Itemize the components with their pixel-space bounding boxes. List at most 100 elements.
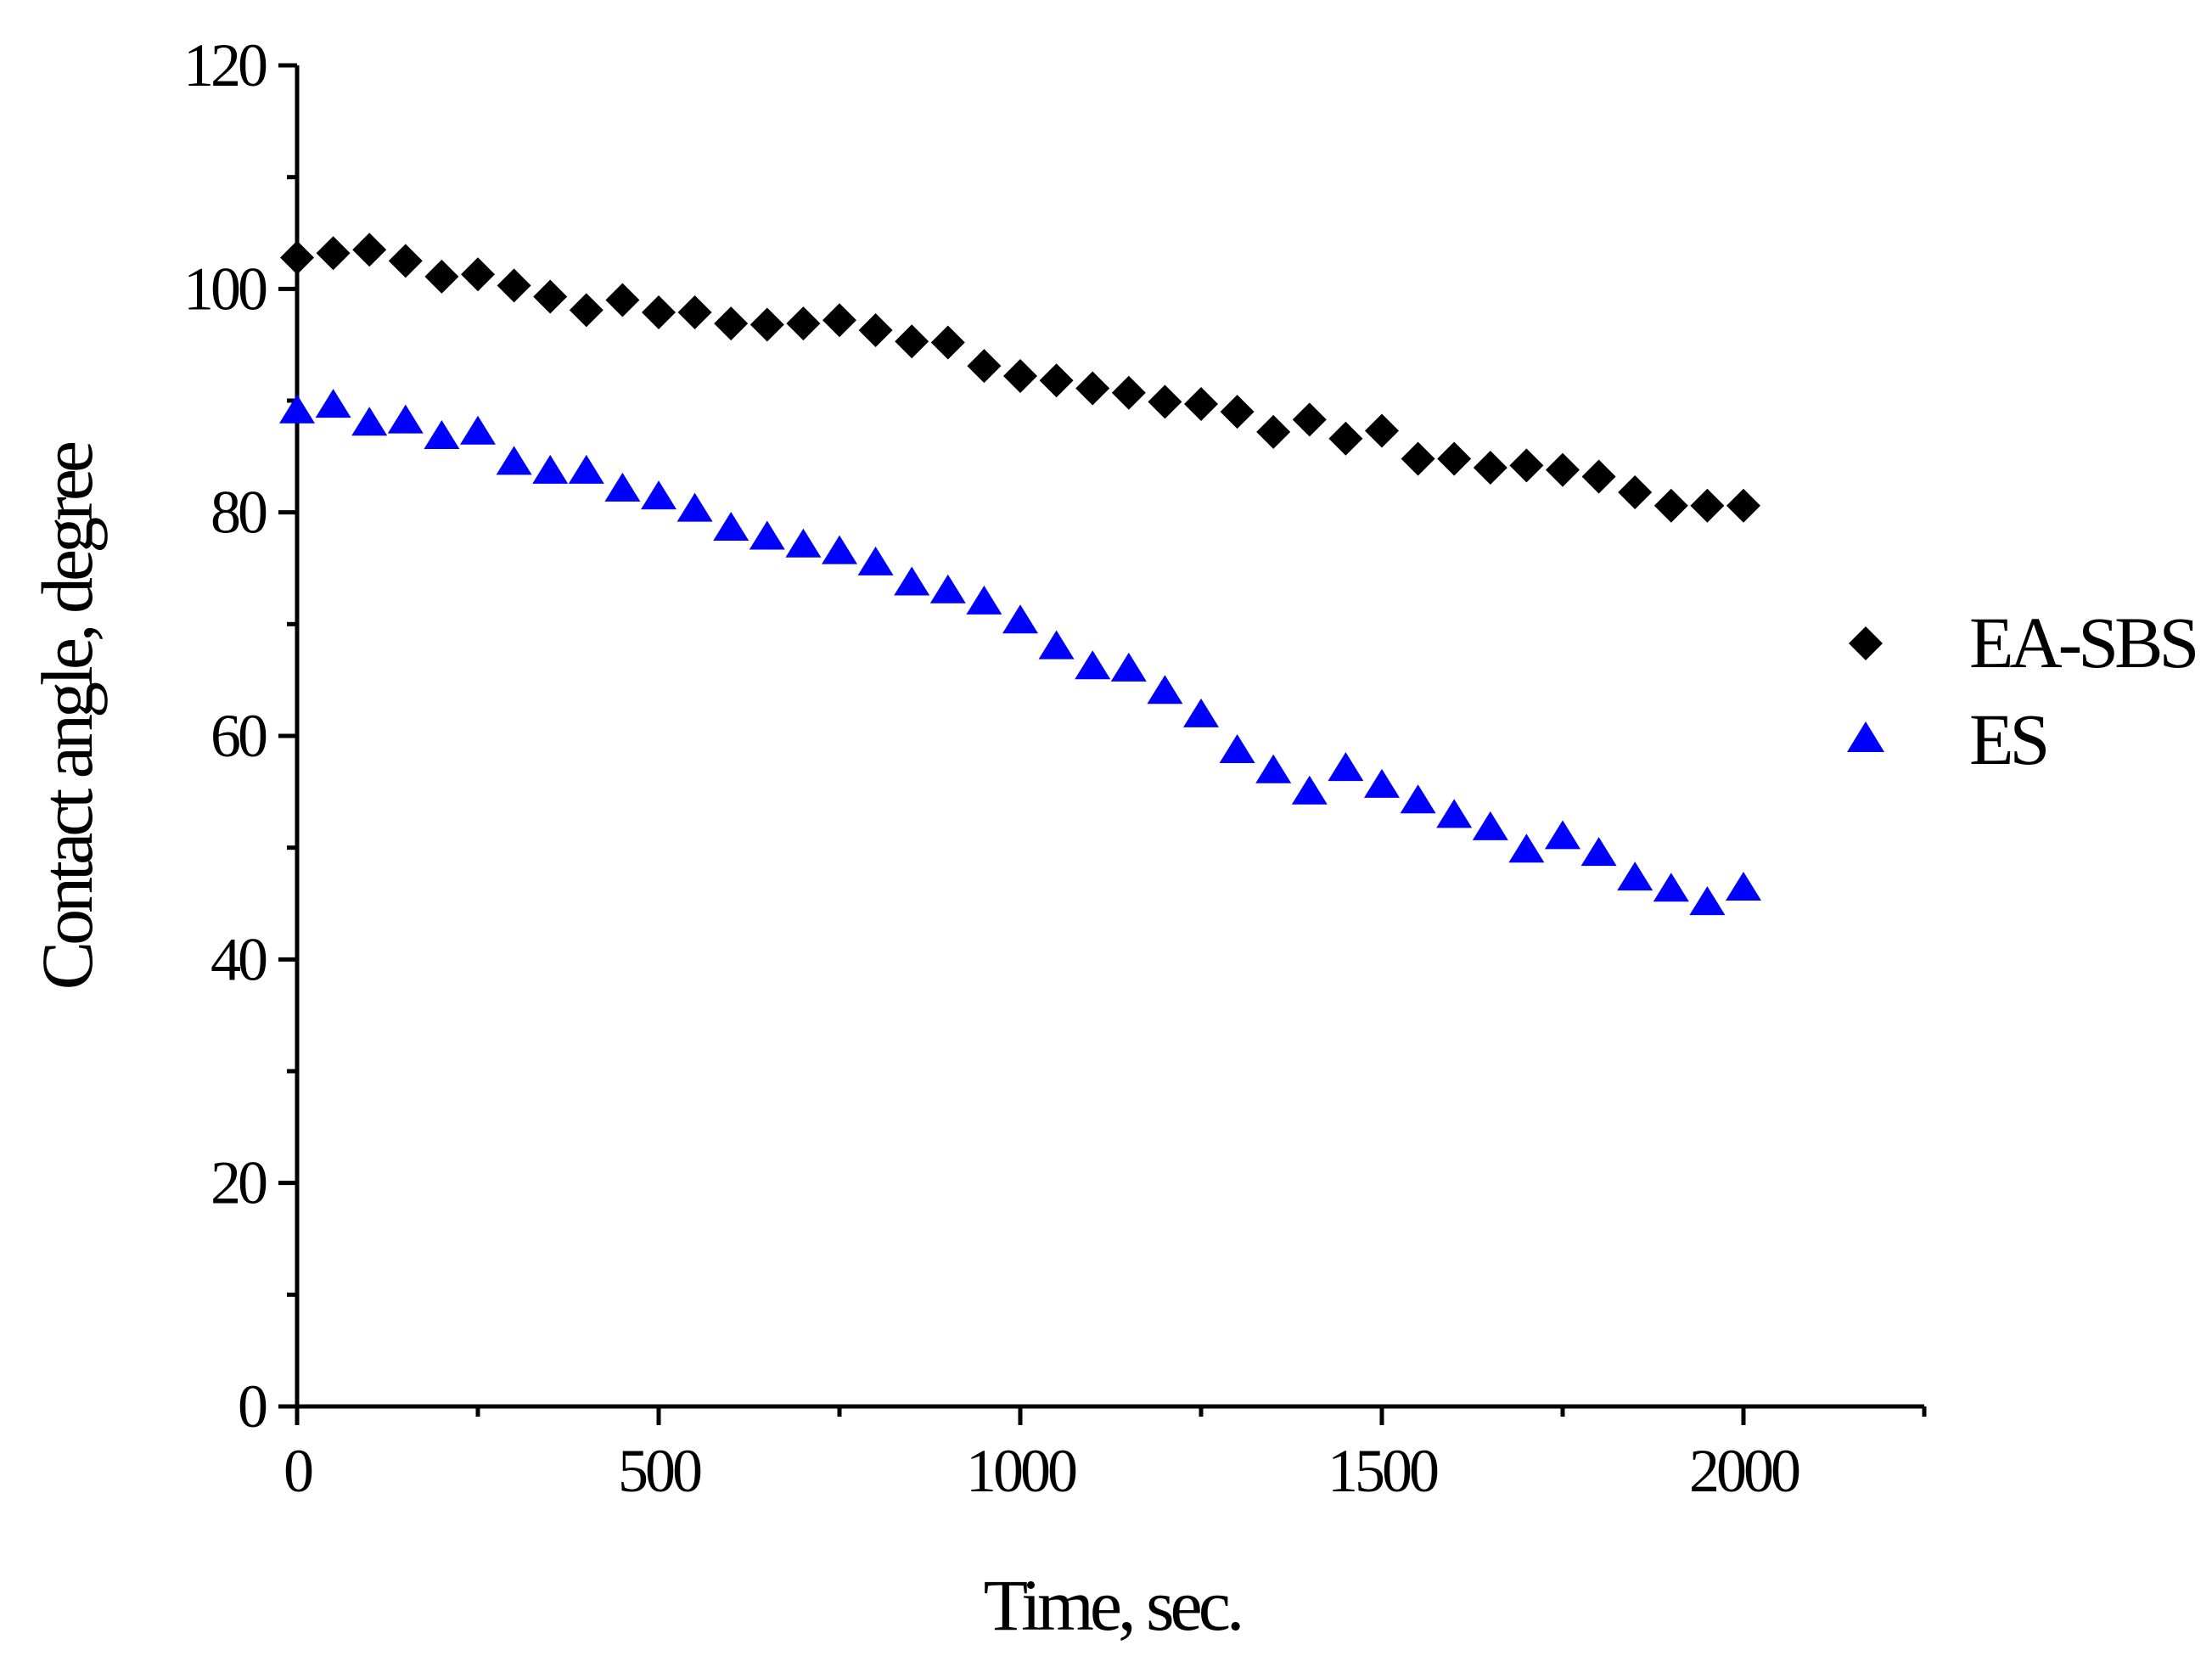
- data-point-ea-sbs: [1473, 451, 1507, 485]
- data-point-ea-sbs: [677, 295, 712, 329]
- data-point-ea-sbs: [858, 313, 893, 348]
- data-point-es: [1436, 799, 1473, 828]
- data-point-es: [929, 574, 966, 603]
- series-ea-sbs: [280, 233, 1760, 523]
- data-point-es: [894, 566, 930, 596]
- data-point-ea-sbs: [714, 306, 749, 341]
- data-point-ea-sbs: [533, 279, 568, 314]
- data-point-es: [1219, 734, 1255, 764]
- data-point-es: [315, 389, 351, 418]
- data-point-ea-sbs: [1220, 395, 1255, 429]
- data-point-es: [568, 454, 604, 484]
- x-tick-label: 1000: [966, 1437, 1076, 1505]
- data-point-ea-sbs: [1653, 488, 1688, 523]
- legend: EA-SBS ES: [1847, 602, 2199, 780]
- x-tick-label: 0: [284, 1437, 312, 1505]
- data-point-es: [1255, 754, 1292, 783]
- data-point-es: [1075, 650, 1111, 680]
- y-tick-label: 120: [183, 31, 267, 99]
- data-point-ea-sbs: [1618, 474, 1653, 509]
- data-point-es: [1147, 675, 1183, 705]
- data-point-es: [496, 446, 532, 475]
- y-tick-label: 60: [211, 702, 267, 770]
- data-point-ea-sbs: [1003, 359, 1037, 394]
- data-point-es: [677, 492, 713, 522]
- data-point-es: [387, 404, 424, 434]
- x-axis-ticks: 0 500 1000 1500 2000: [284, 1406, 1927, 1505]
- data-point-es: [424, 420, 460, 450]
- y-tick-label: 20: [211, 1149, 267, 1217]
- data-point-es: [604, 472, 641, 502]
- data-point-es: [460, 415, 496, 445]
- data-point-ea-sbs: [895, 324, 929, 359]
- data-point-es: [641, 480, 677, 510]
- x-tick-label: 500: [618, 1437, 701, 1505]
- data-point-ea-sbs: [388, 244, 423, 278]
- data-point-ea-sbs: [642, 295, 676, 329]
- data-point-es: [1291, 775, 1328, 805]
- data-point-es: [1328, 752, 1364, 782]
- y-tick-label: 0: [238, 1373, 267, 1440]
- data-point-ea-sbs: [786, 306, 821, 341]
- data-point-ea-sbs: [1401, 441, 1435, 476]
- data-point-ea-sbs: [1328, 421, 1363, 456]
- data-point-es: [1726, 871, 1761, 901]
- data-point-ea-sbs: [1365, 413, 1399, 448]
- data-point-es: [1183, 698, 1219, 727]
- data-point-es: [1364, 768, 1400, 798]
- data-point-ea-sbs: [316, 236, 351, 271]
- data-point-es: [1038, 630, 1075, 660]
- data-point-ea-sbs: [1581, 459, 1616, 494]
- data-point-ea-sbs: [424, 259, 459, 294]
- data-point-ea-sbs: [280, 240, 314, 275]
- data-point-es: [1580, 837, 1617, 867]
- series-layer: [279, 233, 1761, 916]
- data-point-ea-sbs: [352, 233, 387, 267]
- x-axis-title: Time, sec.: [984, 1564, 1241, 1646]
- data-point-es: [785, 528, 822, 558]
- y-tick-label: 100: [183, 255, 267, 323]
- data-point-es: [279, 394, 315, 424]
- x-tick-label: 2000: [1689, 1437, 1799, 1505]
- data-point-ea-sbs: [1292, 402, 1327, 437]
- data-point-es: [1689, 886, 1726, 916]
- data-point-ea-sbs: [822, 303, 856, 338]
- data-point-ea-sbs: [930, 325, 965, 360]
- data-point-es: [966, 585, 1002, 615]
- data-point-es: [713, 512, 749, 542]
- data-point-es: [351, 407, 388, 436]
- legend-marker-es: [1847, 721, 1884, 752]
- y-axis-ticks: 0 20 40 60 80 100 120: [183, 31, 297, 1440]
- data-point-ea-sbs: [1075, 371, 1110, 406]
- data-point-ea-sbs: [1039, 363, 1074, 398]
- data-point-ea-sbs: [1111, 375, 1146, 410]
- data-point-ea-sbs: [967, 349, 1002, 384]
- y-tick-label: 40: [211, 925, 267, 993]
- data-point-es: [857, 546, 894, 575]
- data-point-ea-sbs: [1148, 385, 1182, 419]
- data-point-ea-sbs: [497, 268, 531, 303]
- data-point-ea-sbs: [1726, 488, 1760, 523]
- y-tick-label: 80: [211, 479, 267, 547]
- data-point-es: [1653, 873, 1689, 902]
- data-point-ea-sbs: [1256, 414, 1291, 449]
- data-point-es: [532, 454, 569, 484]
- series-es: [279, 389, 1761, 916]
- y-axis-title: Contact angle, degree: [26, 442, 108, 990]
- data-point-es: [1617, 862, 1653, 891]
- axes: [295, 65, 1924, 1409]
- data-point-es: [749, 520, 785, 550]
- data-point-ea-sbs: [1184, 386, 1218, 421]
- legend-label-es: ES: [1969, 699, 2046, 780]
- data-point-es: [1508, 834, 1545, 863]
- data-point-ea-sbs: [1690, 488, 1725, 523]
- data-point-ea-sbs: [749, 307, 784, 342]
- legend-marker-ea-sbs: [1849, 626, 1883, 660]
- data-point-es: [1400, 784, 1436, 814]
- data-point-ea-sbs: [1437, 441, 1472, 476]
- data-point-es: [822, 535, 857, 564]
- data-point-ea-sbs: [1509, 448, 1544, 483]
- data-point-ea-sbs: [569, 293, 604, 328]
- data-point-ea-sbs: [1546, 452, 1580, 487]
